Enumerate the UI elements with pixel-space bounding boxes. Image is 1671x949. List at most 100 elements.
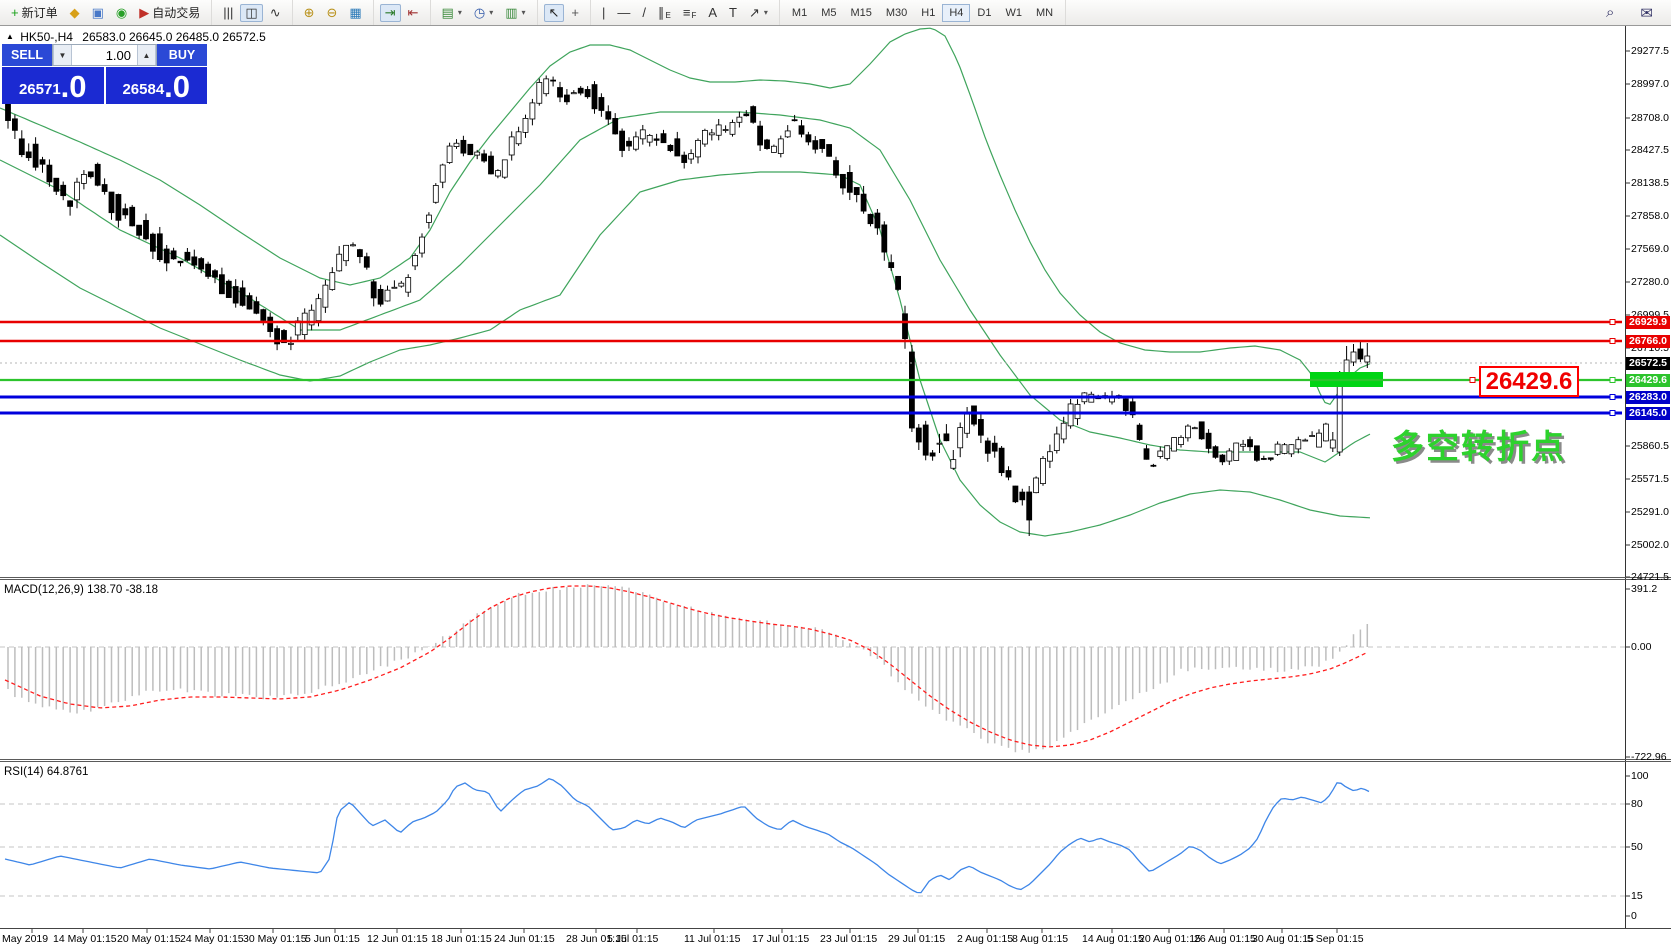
pane-separator[interactable] — [0, 759, 1671, 760]
price-chart-pane[interactable] — [0, 26, 1625, 577]
tile-windows-button[interactable]: ▦ — [344, 4, 366, 22]
line-handle[interactable] — [1609, 338, 1616, 344]
bollinger-upper-band — [0, 27, 1371, 406]
dropdown-caret-icon[interactable]: ▾ — [489, 8, 494, 17]
timeframe-M30-button[interactable]: M30 — [885, 6, 908, 19]
buy-button[interactable]: BUY — [157, 44, 207, 66]
market-watch-button[interactable]: ◆ — [65, 4, 85, 22]
toolbar-group: + 新订单 ◆ ▣ ◉ ▶ 自动交易 — [0, 0, 213, 25]
chart-title: ▲ HK50-,H4 26583.0 26645.0 26485.0 26572… — [6, 30, 266, 44]
new-order-icon: + — [11, 4, 19, 20]
auto-scroll-button[interactable]: ⇥ — [379, 3, 401, 22]
pane-separator[interactable] — [0, 577, 1671, 578]
candlestick-chart-icon: ◫ — [245, 4, 258, 20]
dropdown-caret-icon[interactable]: ▾ — [763, 8, 768, 17]
auto-trading-button[interactable]: ▶ 自动交易 — [134, 2, 205, 23]
axis-price-box-26429.6: 26429.6 — [1626, 373, 1670, 387]
volume-input[interactable]: 1.00 — [105, 47, 131, 63]
zoom-in-button[interactable]: ⊕ — [299, 4, 320, 22]
price-text-object[interactable]: 26429.6 — [1479, 366, 1579, 397]
text-label-button[interactable]: T — [724, 4, 742, 22]
date-label: 20 Aug 01:15 — [1139, 933, 1201, 945]
line-handle[interactable] — [1609, 319, 1616, 325]
date-label: 18 Jun 01:15 — [431, 933, 492, 945]
icon-subscript: E — [665, 10, 671, 20]
arrows-button[interactable]: ↗ ▾ — [744, 4, 773, 22]
candles-layer — [5, 75, 1371, 536]
vertical-line-button[interactable]: | — [597, 4, 610, 22]
zoom-out-button[interactable]: ⊖ — [322, 4, 343, 22]
toolbar-group: ⇥ ⇤ — [374, 0, 431, 25]
templates-icon: ▥ — [505, 4, 518, 20]
pane-separator[interactable] — [0, 579, 1671, 580]
timeframe-W1-button[interactable]: W1 — [1005, 6, 1022, 19]
timeframe-M1-button[interactable]: M1 — [791, 6, 808, 19]
line-handle[interactable] — [1469, 377, 1476, 383]
timeframe-H1-button[interactable]: H1 — [921, 6, 936, 19]
data-window-button[interactable]: ▣ — [87, 4, 109, 22]
toolbar-groups: + 新订单 ◆ ▣ ◉ ▶ 自动交易 ||| ◫ ∿ ⊕ ⊖ ▦ ⇥ ⇤ ▤ ▾ ◷ ▾ ▥ ▾ ↖ + | — / ∥ E ≡ F A T ↗… — [0, 0, 1067, 25]
horizontal-line-button[interactable]: — — [612, 4, 635, 22]
fibonacci-button[interactable]: ≡ F — [678, 4, 701, 22]
search-icon[interactable]: ⌕ — [1606, 4, 1615, 21]
axis-tick-label: 25860.5 — [1631, 440, 1669, 452]
indicators-button[interactable]: ▤ ▾ — [437, 4, 467, 22]
dropdown-caret-icon[interactable]: ▾ — [521, 8, 526, 17]
pane-separator[interactable] — [0, 761, 1671, 762]
trendline-button[interactable]: / — [637, 4, 651, 22]
icon-subscript: F — [691, 10, 697, 20]
templates-button[interactable]: ▥ ▾ — [500, 4, 530, 22]
buy-price[interactable]: 26584.0 — [105, 67, 207, 104]
date-label: 24 May 01:15 — [180, 933, 244, 945]
line-handle[interactable] — [1609, 394, 1616, 400]
button-label: 新订单 — [21, 6, 58, 20]
market-watch-icon: ◆ — [69, 4, 80, 20]
timeframe-D1-button[interactable]: D1 — [977, 6, 992, 19]
axis-tick-label: 25291.0 — [1631, 506, 1669, 518]
cursor-button[interactable]: ↖ — [543, 3, 565, 22]
line-handle[interactable] — [1609, 377, 1616, 383]
timeframe-MN-button[interactable]: MN — [1035, 6, 1054, 19]
equidistant-channel-button[interactable]: ∥ E — [653, 4, 676, 22]
chat-icon[interactable]: ✉ — [1640, 4, 1653, 22]
dropdown-caret-icon[interactable]: ▾ — [457, 8, 462, 17]
date-label: 2 Aug 01:15 — [957, 933, 1014, 945]
axis-tick-label: 0.00 — [1631, 641, 1652, 653]
panel-collapse-icon[interactable]: ▲ — [6, 32, 14, 41]
toolbar-group: M1 M5 M15 M30 H1 H4 D1 W1 MN — [780, 0, 1067, 25]
broadcast-button[interactable]: ◉ — [111, 4, 132, 22]
turning-point-annotation[interactable]: 多空转折点 — [1391, 428, 1566, 465]
volume-increase-button[interactable]: ▲ — [137, 45, 156, 65]
sell-price[interactable]: 26571.0 — [2, 67, 104, 104]
volume-decrease-button[interactable]: ▼ — [53, 45, 72, 65]
candlestick-chart-button[interactable]: ◫ — [240, 3, 263, 22]
sell-button[interactable]: SELL — [2, 44, 52, 66]
arrows-icon: ↗ — [748, 4, 760, 20]
timeframe-H4-button[interactable]: H4 — [942, 3, 971, 22]
bar-chart-button[interactable]: ||| — [218, 4, 238, 22]
price-axis[interactable] — [1625, 0, 1671, 949]
crosshair-button[interactable]: + — [566, 4, 584, 22]
tile-windows-icon: ▦ — [349, 4, 362, 20]
axis-tick-label: 28997.0 — [1631, 78, 1669, 90]
rsi-pane[interactable] — [0, 763, 1625, 928]
time-axis[interactable] — [0, 928, 1671, 949]
macd-signal-line — [4, 585, 1368, 748]
line-chart-button[interactable]: ∿ — [265, 4, 286, 22]
chart-symbol-period: HK50-,H4 — [20, 30, 73, 44]
new-order-button[interactable]: + 新订单 — [6, 2, 63, 23]
text-button[interactable]: A — [703, 4, 722, 22]
trendline-icon: / — [642, 4, 647, 20]
macd-pane[interactable] — [0, 581, 1625, 759]
volume-stepper: ▼ 1.00 ▲ — [52, 44, 157, 66]
timeframe-M5-button[interactable]: M5 — [821, 6, 837, 19]
axis-price-box-26766.0: 26766.0 — [1626, 334, 1670, 348]
time-axis-line — [0, 928, 1671, 929]
data-window-icon: ▣ — [91, 4, 104, 20]
chart-shift-button[interactable]: ⇤ — [403, 4, 424, 22]
line-handle[interactable] — [1609, 410, 1616, 416]
periods-button[interactable]: ◷ ▾ — [469, 4, 498, 22]
timeframe-M15-button[interactable]: M15 — [850, 6, 872, 19]
axis-tick-label: 28708.0 — [1631, 112, 1669, 124]
